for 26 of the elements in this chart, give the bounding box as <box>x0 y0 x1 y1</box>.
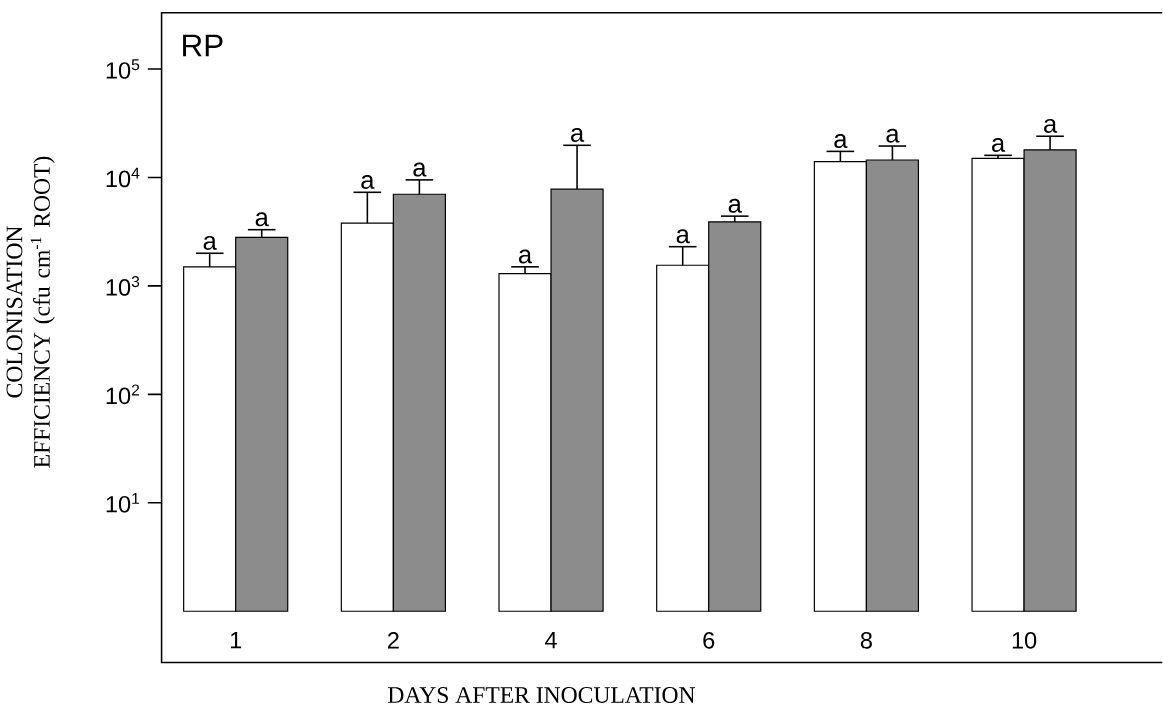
x-tick-label: 4 <box>545 632 557 649</box>
annotation: a <box>728 199 742 213</box>
x-tick-label: 2 <box>387 632 399 649</box>
y-tick-label: 10$^{1}$ <box>106 493 140 513</box>
annotation: a <box>519 249 533 264</box>
annotation: a <box>834 134 848 149</box>
x-tick-label: 1 <box>230 632 242 649</box>
x-tick-label: 8 <box>860 632 872 649</box>
y-tick-label: 10$^{4}$ <box>106 167 140 188</box>
y-tick-label: 10$^{2}$ <box>106 384 140 405</box>
x-tick-label: 6 <box>703 632 715 649</box>
annotation: a <box>255 212 269 227</box>
annotation: a <box>413 162 427 177</box>
x-axis-title: DAYS AFTER INOCULATION <box>388 687 695 704</box>
x-tick-label: 10 <box>1012 632 1037 649</box>
y-tick-label: 10$^{3}$ <box>106 276 140 296</box>
annotation: a <box>361 175 375 190</box>
annotation: a <box>203 236 217 251</box>
annotation: a <box>676 229 690 244</box>
annotation: a <box>886 128 900 143</box>
y-tick-label: 10$^{5}$ <box>106 59 140 80</box>
annotation: RP <box>183 34 223 57</box>
y-axis-title: COLONISATION EFFICIENCY (cfu cm$^{-1}$ ROOT) <box>6 156 55 468</box>
annotation: a <box>992 138 1006 153</box>
annotation: a <box>571 128 585 143</box>
annotation: a <box>1044 119 1058 134</box>
